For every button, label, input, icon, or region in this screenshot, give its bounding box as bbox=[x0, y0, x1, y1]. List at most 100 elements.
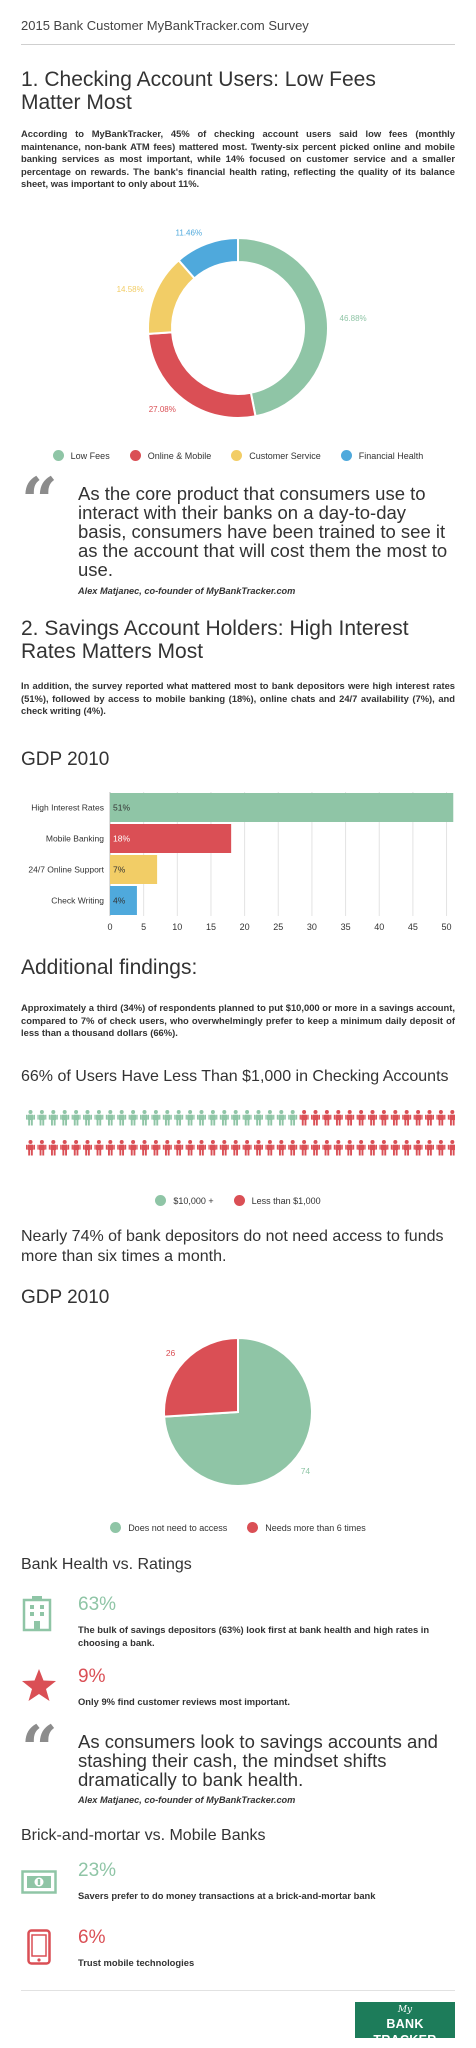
person-icon bbox=[105, 1140, 115, 1156]
person-icon bbox=[162, 1140, 172, 1156]
brick-text-6: Trust mobile technologies bbox=[78, 1957, 195, 1968]
person-icon bbox=[37, 1110, 47, 1126]
person-icon bbox=[413, 1110, 423, 1126]
person-icon bbox=[185, 1140, 195, 1156]
donut-slice-financial-health bbox=[177, 236, 239, 280]
legend-label: Less than $1,000 bbox=[251, 1195, 321, 1206]
health-text-63: The bulk of savings depositors (63%) loo… bbox=[78, 1624, 430, 1648]
bank-building-icon bbox=[22, 1596, 52, 1632]
health-pct-63: 63% bbox=[78, 1594, 117, 1615]
person-icon bbox=[208, 1110, 218, 1126]
bar-value-label: 18% bbox=[113, 834, 130, 844]
bar-chart-title: GDP 2010 bbox=[21, 749, 110, 770]
bar-value-label: 4% bbox=[113, 896, 126, 906]
access-text: Nearly 74% of bank depositors do not nee… bbox=[21, 1228, 444, 1265]
pictogram-chart bbox=[26, 1110, 455, 1156]
person-icon bbox=[390, 1140, 400, 1156]
legend-item-less-than-1000: Less than $1,000 bbox=[233, 1195, 321, 1206]
bar-high-interest-rates bbox=[110, 793, 454, 822]
person-icon bbox=[311, 1110, 320, 1126]
section1-body: According to MyBankTracker, 45% of check… bbox=[21, 128, 455, 189]
person-icon bbox=[276, 1140, 286, 1156]
person-icon bbox=[128, 1140, 138, 1156]
quote2-attribution: Alex Matjanec, co-founder of MyBankTrack… bbox=[78, 1795, 296, 1805]
donut-label-financial-health: 11.46% bbox=[176, 229, 203, 238]
legend-dot bbox=[231, 450, 243, 461]
legend-dot bbox=[247, 1522, 259, 1533]
logo-main-text: BANK TRACKER bbox=[373, 2017, 437, 2047]
person-icon bbox=[71, 1140, 81, 1156]
quote1-attribution: Alex Matjanec, co-founder of MyBankTrack… bbox=[78, 586, 296, 596]
header-divider bbox=[21, 44, 455, 45]
footer-divider bbox=[21, 1990, 455, 1991]
legend-dot bbox=[129, 450, 141, 461]
legend-item-low-fees: Low Fees bbox=[52, 450, 110, 461]
person-icon bbox=[231, 1110, 241, 1126]
person-icon bbox=[83, 1140, 92, 1156]
quote-mark-icon: “ bbox=[21, 1712, 58, 1787]
quote1-text: As the core product that consumers use t… bbox=[78, 483, 448, 580]
person-icon bbox=[128, 1110, 138, 1126]
person-icon bbox=[311, 1140, 320, 1156]
legend-item-10000-plus: $10,000 + bbox=[155, 1195, 214, 1206]
bar-tick-label: 35 bbox=[341, 922, 351, 932]
legend-label: $10,000 + bbox=[173, 1195, 214, 1206]
person-icon bbox=[26, 1110, 35, 1126]
legend-dot bbox=[340, 450, 352, 461]
star-icon bbox=[22, 1669, 56, 1701]
donut-label-customer-service: 14.58% bbox=[117, 285, 144, 294]
person-icon bbox=[185, 1110, 195, 1126]
bar-value-label: 7% bbox=[113, 865, 126, 875]
pictogram-legend: $10,000 + Less than $1,000 bbox=[0, 1195, 476, 1206]
bar-tick-label: 10 bbox=[172, 922, 182, 932]
person-icon bbox=[83, 1110, 92, 1126]
person-icon bbox=[208, 1140, 218, 1156]
mobile-phone-icon bbox=[27, 1929, 51, 1965]
legend-label: Financial Health bbox=[358, 450, 424, 461]
person-icon bbox=[231, 1140, 241, 1156]
legend-item-financial-health: Financial Health bbox=[340, 450, 424, 461]
legend-item-no-access: Does not need to access bbox=[110, 1522, 227, 1533]
person-icon bbox=[71, 1110, 81, 1126]
bar-mobile-banking bbox=[110, 824, 232, 853]
person-icon bbox=[197, 1110, 206, 1126]
person-icon bbox=[174, 1140, 184, 1156]
person-icon bbox=[447, 1140, 455, 1156]
person-icon bbox=[254, 1140, 263, 1156]
legend-dot bbox=[110, 1522, 122, 1533]
person-icon bbox=[117, 1110, 127, 1126]
bar-tick-label: 50 bbox=[442, 922, 452, 932]
donut-label-online-mobile: 27.08% bbox=[149, 405, 176, 414]
person-icon bbox=[197, 1140, 206, 1156]
donut-chart: 46.88% 27.08% 14.58% 11.46% bbox=[117, 229, 367, 419]
person-icon bbox=[436, 1110, 446, 1126]
page-title: 2015 Bank Customer MyBankTracker.com Sur… bbox=[21, 18, 309, 33]
legend-dot bbox=[52, 450, 64, 461]
person-icon bbox=[299, 1140, 309, 1156]
bar-category-label: High Interest Rates bbox=[31, 803, 104, 813]
pie-chart: 74 26 bbox=[163, 1336, 313, 1487]
section1-title: 1. Checking Account Users: Low Fees Matt… bbox=[21, 68, 376, 114]
donut-label-low-fees: 46.88% bbox=[340, 314, 367, 323]
pictogram-title: 66% of Users Have Less Than $1,000 in Ch… bbox=[21, 1068, 449, 1085]
bar-tick-label: 30 bbox=[307, 922, 317, 932]
legend-label: Needs more than 6 times bbox=[265, 1522, 366, 1533]
person-icon bbox=[94, 1110, 104, 1126]
person-icon bbox=[425, 1140, 434, 1156]
person-icon bbox=[368, 1110, 377, 1126]
pie-label-needs-more-than-6-times: 26 bbox=[166, 1348, 176, 1358]
person-icon bbox=[333, 1110, 343, 1126]
person-icon bbox=[356, 1110, 366, 1126]
person-icon bbox=[288, 1110, 298, 1126]
pie-label-does-not-need-to-access: 74 bbox=[301, 1466, 311, 1476]
bar-category-label: Mobile Banking bbox=[46, 834, 104, 844]
bar-check-writing bbox=[110, 886, 137, 915]
pie-legend: Does not need to access Needs more than … bbox=[0, 1522, 476, 1533]
bar-tick-label: 45 bbox=[408, 922, 418, 932]
donut-legend: Low Fees Online & Mobile Customer Servic… bbox=[0, 450, 476, 461]
brick-title: Brick-and-mortar vs. Mobile Banks bbox=[21, 1827, 266, 1844]
bar-tick-label: 20 bbox=[240, 922, 250, 932]
person-icon bbox=[219, 1110, 229, 1126]
person-icon bbox=[322, 1110, 332, 1126]
